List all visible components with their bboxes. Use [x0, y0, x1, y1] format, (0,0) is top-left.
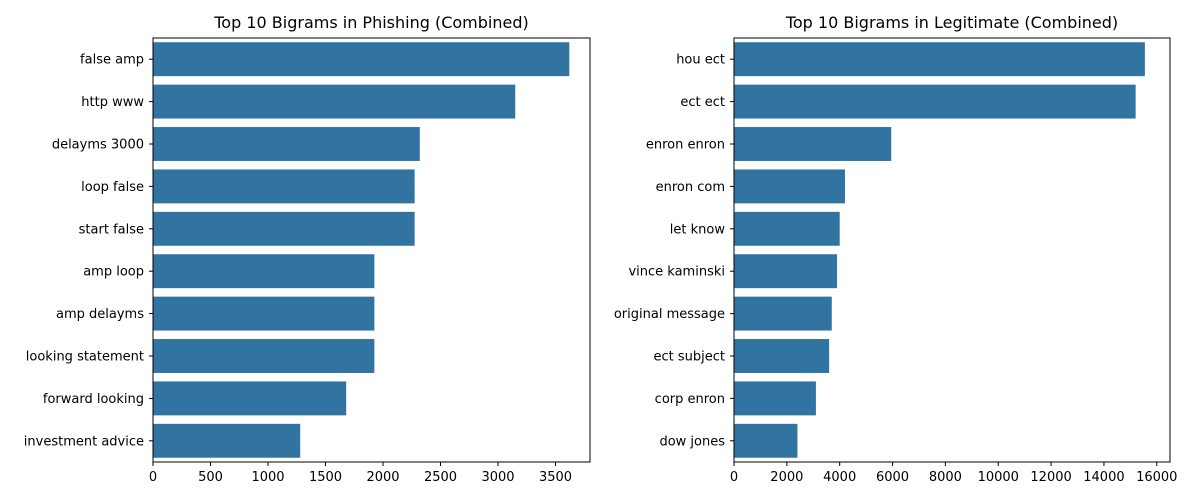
phishing-category-label: forward looking — [43, 392, 144, 407]
phishing-bar — [153, 339, 375, 373]
legitimate-x-tick-label: 0 — [730, 470, 738, 485]
phishing-bar — [153, 42, 570, 77]
legitimate-x-tick-label: 10000 — [978, 470, 1019, 485]
legitimate-x-tick-label: 12000 — [1030, 470, 1071, 485]
legitimate-bar — [734, 381, 816, 416]
phishing-x-tick-label: 0 — [149, 470, 157, 485]
phishing-x-tick-label: 3500 — [539, 470, 572, 485]
legitimate-bar — [734, 42, 1145, 77]
legitimate-category-label: hou ect — [676, 53, 725, 68]
legitimate-bar — [734, 169, 845, 204]
phishing-category-label: loop false — [81, 180, 144, 195]
legitimate-category-label: ect ect — [680, 95, 725, 110]
phishing-bar — [153, 84, 516, 119]
legitimate-bar — [734, 423, 798, 458]
legitimate-category-label: enron com — [656, 180, 725, 195]
phishing-x-tick-label: 1500 — [309, 470, 342, 485]
phishing-category-label: false amp — [80, 53, 144, 68]
phishing-bar — [153, 296, 375, 331]
legitimate-x-tick-label: 16000 — [1136, 470, 1177, 485]
legitimate-bigram-chart: Top 10 Bigrams in Legitimate (Combined) … — [614, 13, 1178, 485]
phishing-plot-frame — [152, 37, 591, 463]
legitimate-x-tick-label: 2000 — [770, 470, 803, 485]
phishing-category-label: looking statement — [26, 350, 144, 365]
legitimate-x-tick-label: 6000 — [876, 470, 909, 485]
phishing-bar — [153, 381, 347, 416]
phishing-bar — [153, 169, 415, 204]
phishing-x-tick-label: 2000 — [366, 470, 399, 485]
phishing-bar — [153, 211, 415, 246]
phishing-category-label: investment advice — [24, 434, 144, 449]
legitimate-category-label: corp enron — [655, 392, 725, 407]
phishing-bigram-chart: Top 10 Bigrams in Phishing (Combined) fa… — [24, 13, 591, 485]
legitimate-bar — [734, 254, 838, 289]
phishing-bar — [153, 423, 301, 458]
legitimate-bar — [734, 127, 892, 161]
legitimate-x-tick-label: 8000 — [929, 470, 962, 485]
legitimate-bar — [734, 296, 832, 331]
legitimate-x-tick-label: 4000 — [823, 470, 856, 485]
legitimate-bar — [734, 84, 1136, 119]
phishing-chart-title: Top 10 Bigrams in Phishing (Combined) — [213, 13, 528, 32]
legitimate-category-label: enron enron — [646, 138, 725, 153]
phishing-category-label: amp loop — [83, 265, 144, 280]
legitimate-category-label: vince kaminski — [628, 265, 725, 280]
phishing-x-tick-label: 500 — [198, 470, 223, 485]
legitimate-plot-frame — [733, 37, 1171, 463]
phishing-x-tick-label: 2500 — [424, 470, 457, 485]
phishing-bar — [153, 127, 420, 161]
legitimate-category-label: dow jones — [659, 434, 725, 449]
phishing-x-tick-label: 3000 — [481, 470, 514, 485]
legitimate-category-label: ect subject — [654, 350, 726, 365]
phishing-category-label: delayms 3000 — [52, 138, 144, 153]
legitimate-bar — [734, 211, 840, 246]
phishing-x-tick-label: 1000 — [251, 470, 284, 485]
phishing-category-label: start false — [79, 222, 144, 237]
phishing-bar — [153, 254, 375, 289]
legitimate-chart-title: Top 10 Bigrams in Legitimate (Combined) — [785, 13, 1118, 32]
phishing-category-label: amp delayms — [56, 307, 144, 322]
legitimate-category-label: let know — [670, 222, 726, 237]
legitimate-bar — [734, 339, 830, 373]
legitimate-x-tick-label: 14000 — [1083, 470, 1124, 485]
phishing-category-label: http www — [81, 95, 144, 110]
legitimate-category-label: original message — [614, 307, 725, 322]
